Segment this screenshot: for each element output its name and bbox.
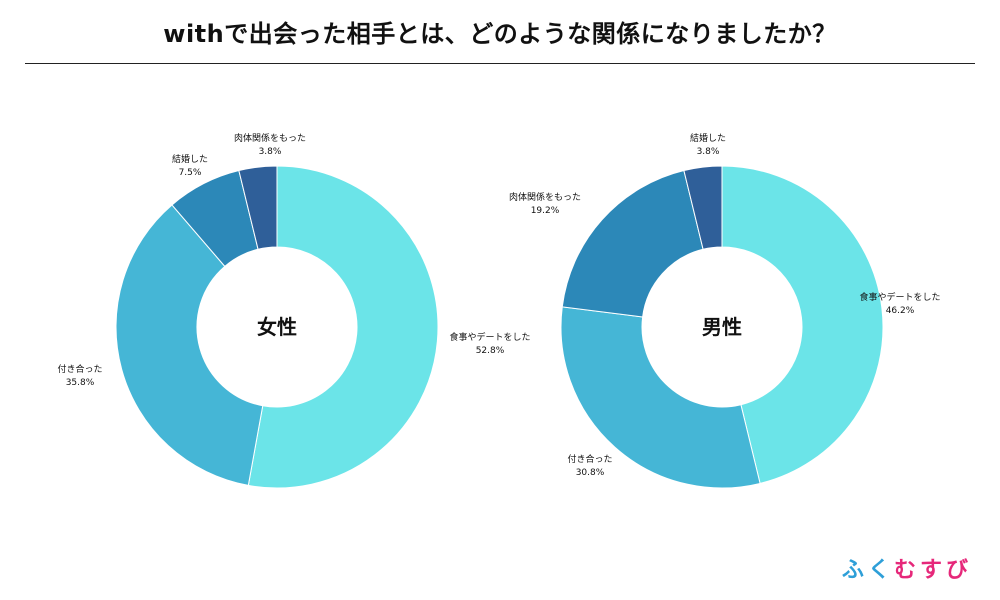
- slice-label: 肉体関係をもった: [509, 191, 581, 203]
- slice-value: 3.8%: [697, 147, 720, 157]
- slice-value: 52.8%: [476, 346, 505, 356]
- donut-slice: [115, 204, 264, 487]
- slice-value: 19.2%: [531, 206, 560, 216]
- title-divider: [25, 63, 975, 64]
- donut-slice: [561, 169, 704, 318]
- slice-value: 35.8%: [66, 378, 95, 388]
- slice-label: 肉体関係をもった: [234, 132, 306, 144]
- brand-char: く: [867, 558, 894, 583]
- donut-slice: [247, 165, 439, 489]
- slice-label: 食事やデートをした: [449, 331, 530, 343]
- brand-logo: ふくむすび: [842, 552, 972, 584]
- slice-label: 結婚した: [690, 132, 726, 144]
- donut-center-label: 女性: [257, 315, 297, 339]
- brand-char: す: [919, 558, 946, 583]
- slice-value: 3.8%: [259, 147, 282, 157]
- donut-slice: [238, 165, 278, 250]
- donut-center-label: 男性: [702, 315, 742, 339]
- brand-char: び: [945, 558, 972, 583]
- slice-label: 付き合った: [567, 453, 612, 465]
- page-title: withで出会った相手とは、どのような関係になりましたか？: [163, 20, 837, 48]
- donut-slice: [683, 165, 723, 250]
- slice-label: 結婚した: [172, 153, 208, 165]
- slice-value: 46.2%: [886, 306, 915, 316]
- male-donut-svg: 男性食事やデートをした46.2%付き合った30.8%肉体関係をもった19.2%結…: [449, 132, 941, 489]
- slice-label: 食事やデートをした: [859, 291, 940, 303]
- female-donut-chart: 女性付き合った 35.8% 結婚した 7.5% 肉体関係をもった 3.8%: [45, 110, 505, 530]
- slice-value: 30.8%: [576, 468, 605, 478]
- donut-slice: [560, 306, 761, 489]
- slice-label: 付き合った: [57, 363, 102, 375]
- donut-slice: [721, 165, 884, 485]
- slice-value: 7.5%: [179, 168, 202, 178]
- brand-char: む: [893, 558, 920, 583]
- male-donut-chart: 男性 食事やデートをした 46.2% 付き合った 30.8% 肉体関係をもった 19.2% 結…: [449, 110, 950, 530]
- brand-char: ふ: [841, 558, 868, 583]
